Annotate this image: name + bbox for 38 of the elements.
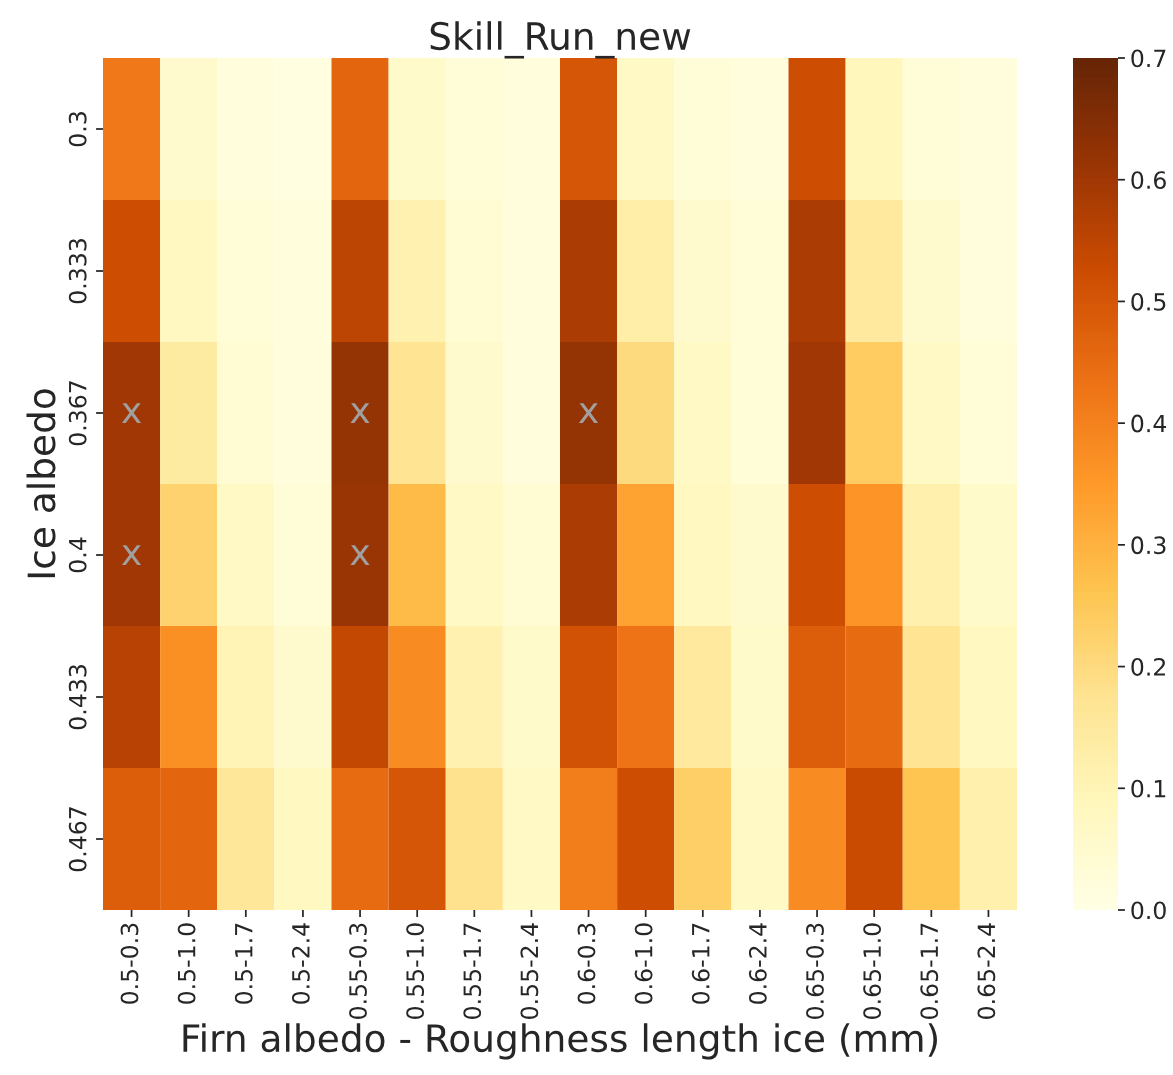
data-label: x — [121, 403, 142, 423]
x-tick-label: 0.55-0.3 — [349, 923, 367, 1019]
data-label: x — [121, 545, 142, 565]
y-tick-label: 0.467 — [68, 807, 87, 872]
color-bar-label: 0.0 — [1131, 901, 1166, 920]
x-tick-label: 0.65-2.4 — [977, 923, 996, 1019]
x-tick-label: 0.6-0.3 — [577, 923, 596, 1004]
y-tick-label: 0.433 — [68, 665, 87, 730]
y-tick-label: 0.367 — [68, 381, 87, 446]
x-tick-label: 0.65-1.7 — [920, 923, 939, 1019]
x-tick-label: 0.5-2.4 — [291, 923, 310, 1004]
x-axis-title: Firn albedo - Roughness length ice (mm) — [183, 1023, 937, 1060]
x-tick-label: 0.5-1.7 — [234, 923, 253, 1004]
x-tick-label: 0.55-2.4 — [520, 923, 539, 1019]
x-tick-label: 0.5-0.3 — [120, 923, 139, 1004]
y-axis-title: Ice albedo — [26, 389, 56, 578]
color-bar-label: 0.1 — [1131, 779, 1166, 798]
x-tick-label: 0.6-2.4 — [748, 923, 767, 1004]
color-bar-label: 0.4 — [1131, 414, 1167, 433]
x-tick-label: 0.55-1.0 — [406, 923, 425, 1019]
data-label: x — [350, 403, 370, 423]
x-tick-label: 0.55-1.7 — [463, 923, 482, 1019]
data-label: x — [350, 545, 370, 565]
color-bar-label: 0.5 — [1131, 292, 1166, 311]
color-bar-label: 0.2 — [1131, 658, 1165, 676]
x-tick-label: 0.65-1.0 — [863, 923, 882, 1019]
x-tick-label: 0.6-1.7 — [691, 923, 710, 1004]
y-tick-label: 0.333 — [68, 239, 87, 304]
color-bar-label: 0.3 — [1131, 536, 1166, 555]
data-label: x — [578, 403, 599, 423]
x-tick-label: 0.5-1.0 — [177, 923, 196, 1004]
color-bar-label: 0.7 — [1131, 49, 1166, 68]
y-tick-label: 0.4 — [68, 537, 87, 573]
y-tick-label: 0.3 — [68, 112, 87, 147]
x-tick-label: 0.65-0.3 — [806, 923, 824, 1019]
color-bar-label: 0.6 — [1131, 171, 1166, 190]
x-tick-label: 0.6-1.0 — [634, 923, 653, 1004]
chart-title: Skill_Run_new — [430, 21, 691, 59]
